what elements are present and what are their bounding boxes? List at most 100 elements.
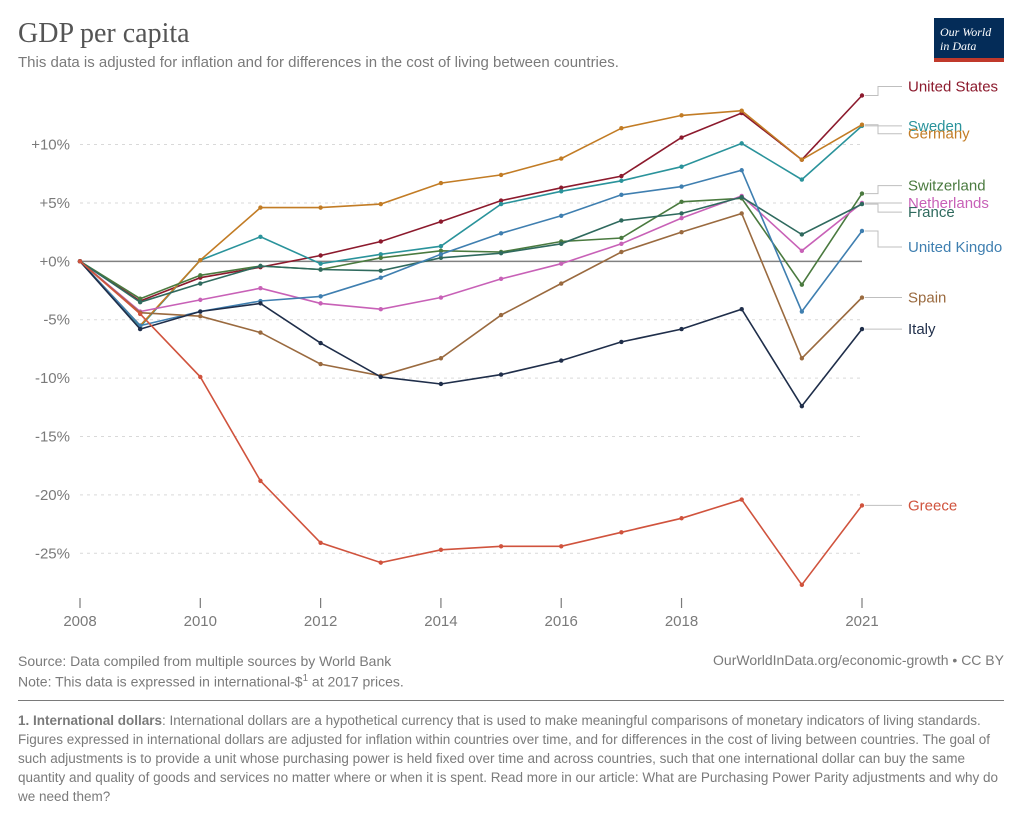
series-marker <box>739 497 743 501</box>
series-marker <box>318 294 322 298</box>
series-marker <box>619 193 623 197</box>
series-marker <box>499 313 503 317</box>
series-marker <box>379 307 383 311</box>
gdp-per-capita-chart: -25%-20%-15%-10%-5%+0%+5%+10%20082010201… <box>18 80 1002 640</box>
label-connector <box>865 204 902 212</box>
series-marker <box>258 235 262 239</box>
footnote-label: 1. International dollars <box>18 713 162 728</box>
series-marker <box>559 189 563 193</box>
series-marker <box>318 205 322 209</box>
series-marker <box>679 113 683 117</box>
series-marker <box>439 244 443 248</box>
series-marker <box>439 548 443 552</box>
series-marker <box>739 307 743 311</box>
series-marker <box>198 273 202 277</box>
series-marker <box>318 362 322 366</box>
series-marker <box>619 242 623 246</box>
series-marker <box>258 330 262 334</box>
series-label: France <box>908 204 955 221</box>
series-line <box>80 126 862 327</box>
series-marker <box>198 298 202 302</box>
chart-meta: Source: Data compiled from multiple sour… <box>18 652 1004 692</box>
series-marker <box>258 264 262 268</box>
series-marker <box>439 219 443 223</box>
series-marker <box>679 327 683 331</box>
series-marker <box>559 544 563 548</box>
series-marker <box>619 218 623 222</box>
series-marker <box>860 503 864 507</box>
series-marker <box>559 261 563 265</box>
series-marker <box>379 202 383 206</box>
series-marker <box>439 252 443 256</box>
series-marker <box>619 530 623 534</box>
series-marker <box>860 327 864 331</box>
series-marker <box>379 560 383 564</box>
series-marker <box>138 327 142 331</box>
series-marker <box>439 295 443 299</box>
series-marker <box>379 275 383 279</box>
series-marker <box>619 236 623 240</box>
series-marker <box>258 286 262 290</box>
series-marker <box>860 93 864 97</box>
y-tick-label: +5% <box>40 195 70 212</box>
series-marker <box>499 173 503 177</box>
series-marker <box>860 295 864 299</box>
footnote: 1. International dollars: International … <box>18 712 1004 806</box>
series-marker <box>559 358 563 362</box>
page-subtitle: This data is adjusted for inflation and … <box>18 54 1004 71</box>
series-marker <box>318 267 322 271</box>
series-marker <box>619 174 623 178</box>
series-marker <box>739 108 743 112</box>
y-tick-label: -15% <box>35 429 70 446</box>
series-marker <box>800 282 804 286</box>
x-tick-label: 2016 <box>545 613 578 630</box>
divider <box>18 700 1004 701</box>
series-marker <box>379 256 383 260</box>
series-marker <box>679 184 683 188</box>
series-marker <box>800 309 804 313</box>
series-marker <box>800 249 804 253</box>
series-marker <box>559 214 563 218</box>
series-marker <box>439 356 443 360</box>
series-marker <box>198 375 202 379</box>
label-connector <box>865 231 902 247</box>
series-marker <box>78 259 82 263</box>
series-line <box>80 196 862 312</box>
x-tick-label: 2014 <box>424 613 457 630</box>
series-marker <box>800 404 804 408</box>
y-tick-label: -5% <box>43 312 70 329</box>
series-line <box>80 197 862 302</box>
series-marker <box>258 301 262 305</box>
series-marker <box>559 281 563 285</box>
series-marker <box>679 200 683 204</box>
series-marker <box>138 312 142 316</box>
x-tick-label: 2021 <box>845 613 878 630</box>
series-marker <box>318 341 322 345</box>
y-tick-label: -25% <box>35 545 70 562</box>
series-line <box>80 261 862 585</box>
series-marker <box>619 340 623 344</box>
series-marker <box>318 301 322 305</box>
note-text: Note: This data is expressed in internat… <box>18 672 404 692</box>
series-marker <box>318 253 322 257</box>
series-marker <box>499 251 503 255</box>
series-marker <box>800 177 804 181</box>
y-tick-label: -10% <box>35 370 70 387</box>
series-marker <box>739 211 743 215</box>
series-marker <box>619 126 623 130</box>
series-marker <box>800 583 804 587</box>
series-marker <box>499 372 503 376</box>
logo-line-2: in Data <box>940 39 976 53</box>
series-line <box>80 111 862 326</box>
series-marker <box>679 516 683 520</box>
series-marker <box>439 181 443 185</box>
x-tick-label: 2010 <box>184 613 217 630</box>
owid-logo: Our World in Data <box>934 18 1004 62</box>
series-marker <box>499 202 503 206</box>
series-label: Spain <box>908 290 946 307</box>
source-text: Source: Data compiled from multiple sour… <box>18 652 404 672</box>
series-marker <box>679 211 683 215</box>
label-connector <box>865 87 902 96</box>
series-marker <box>800 356 804 360</box>
series-marker <box>499 231 503 235</box>
